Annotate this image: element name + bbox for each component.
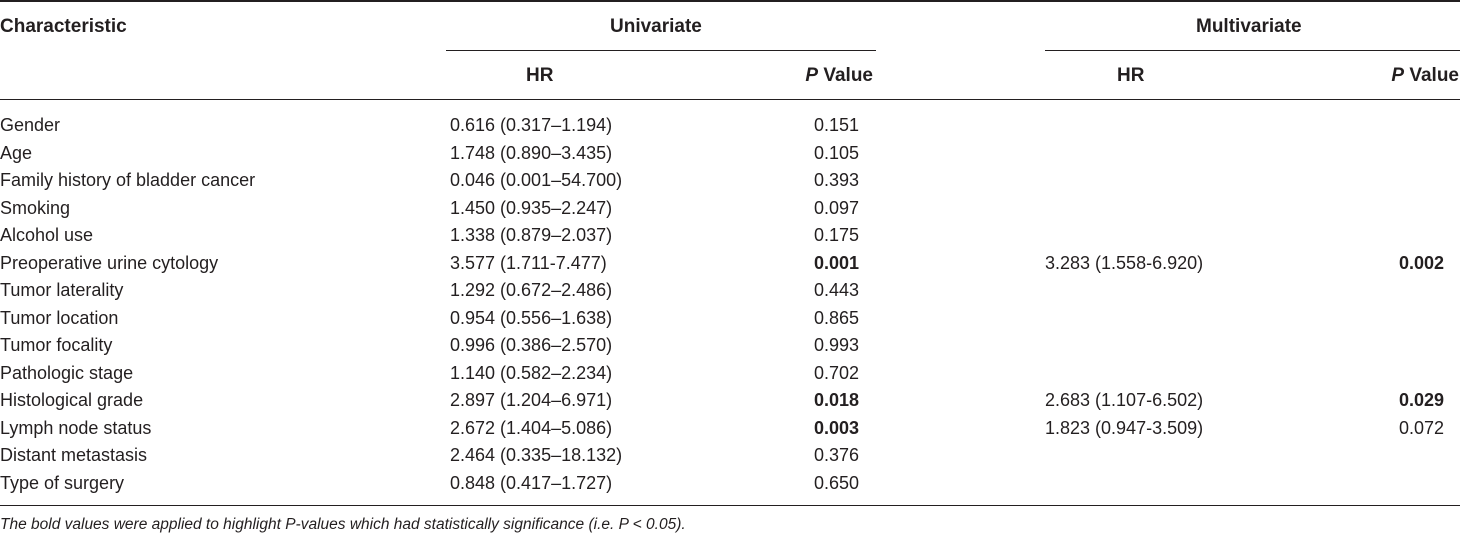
cell-characteristic: Age — [0, 142, 33, 163]
cell-characteristic: Histological grade — [0, 390, 144, 410]
table-row: Alcohol use 1.338 (0.879–2.037) 0.175 — [0, 224, 1460, 252]
cell-multivariate-p: 0.002 — [1399, 252, 1445, 273]
header-univariate: Univariate — [610, 16, 702, 37]
cell-univariate-p: 0.175 — [814, 225, 860, 245]
table-row: Pathologic stage 1.140 (0.582–2.234) 0.702 — [0, 362, 1460, 390]
header-mul-p-value: P Value — [1391, 65, 1459, 87]
table-row: Lymph node status 2.672 (1.404–5.086) 0.00… — [0, 417, 1460, 445]
table-row: Tumor location 0.954 (0.556–1.638) 0.865 — [0, 307, 1460, 335]
cell-univariate-p: 0.376 — [814, 445, 860, 465]
table-row: Distant metastasis 2.464 (0.335–18.132) 0.… — [0, 444, 1460, 472]
header-characteristic: Characteristic — [0, 16, 127, 37]
cell-univariate-p: 0.097 — [814, 197, 860, 218]
header-uni-p-italic: P — [805, 65, 819, 86]
cell-characteristic: Gender — [0, 115, 61, 135]
cell-univariate-hr: 0.954 (0.556–1.638) — [450, 307, 613, 328]
cell-univariate-hr: 0.848 (0.417–1.727) — [450, 472, 613, 493]
header-mul-hr: HR — [1117, 65, 1145, 86]
cell-univariate-p: 0.018 — [814, 390, 860, 410]
header-uni-p-value: P Value — [805, 65, 873, 87]
cell-univariate-hr: 1.338 (0.879–2.037) — [450, 225, 613, 245]
cell-univariate-hr: 0.046 (0.001–54.700) — [450, 170, 623, 190]
table-row: Preoperative urine cytology 3.577 (1.711-… — [0, 252, 1460, 280]
cell-univariate-p: 0.003 — [814, 417, 860, 438]
cell-univariate-hr: 3.577 (1.711-7.477) — [450, 252, 607, 273]
cell-characteristic: Family history of bladder cancer — [0, 170, 256, 190]
cell-characteristic: Smoking — [0, 197, 71, 218]
cell-univariate-hr: 1.292 (0.672–2.486) — [450, 280, 613, 300]
cell-univariate-p: 0.993 — [814, 335, 860, 355]
cell-univariate-p: 0.443 — [814, 280, 860, 300]
cell-characteristic: Preoperative urine cytology — [0, 252, 219, 273]
header-multivariate: Multivariate — [1196, 16, 1302, 37]
cell-univariate-hr: 0.996 (0.386–2.570) — [450, 335, 613, 355]
table-row: Tumor laterality 1.292 (0.672–2.486) 0.443 — [0, 279, 1460, 307]
cell-univariate-hr: 1.450 (0.935–2.247) — [450, 197, 613, 218]
cell-univariate-p: 0.393 — [814, 170, 860, 190]
cell-univariate-hr: 2.672 (1.404–5.086) — [450, 417, 613, 438]
header-uni-hr: HR — [526, 65, 554, 86]
multivariate-underline — [1045, 50, 1460, 51]
cell-univariate-hr: 0.616 (0.317–1.194) — [450, 115, 613, 135]
cell-multivariate-hr: 3.283 (1.558-6.920) — [1045, 252, 1204, 273]
cell-univariate-hr: 2.464 (0.335–18.132) — [450, 445, 623, 465]
table-row: Age 1.748 (0.890–3.435) 0.105 — [0, 142, 1460, 170]
table-row: Type of surgery 0.848 (0.417–1.727) 0.650 — [0, 472, 1460, 500]
header-mul-p-italic: P — [1391, 65, 1405, 86]
cell-multivariate-p: 0.029 — [1399, 390, 1445, 410]
cell-characteristic: Tumor laterality — [0, 280, 124, 300]
cell-multivariate-hr: 1.823 (0.947-3.509) — [1045, 417, 1204, 438]
cell-characteristic: Tumor focality — [0, 335, 113, 355]
table-footnote: The bold values were applied to highligh… — [0, 516, 686, 533]
cell-characteristic: Tumor location — [0, 307, 119, 328]
bottom-rule — [0, 505, 1460, 506]
cell-characteristic: Lymph node status — [0, 417, 152, 438]
cell-univariate-p: 0.001 — [814, 252, 860, 273]
cell-characteristic: Pathologic stage — [0, 362, 134, 383]
table-row: Histological grade 2.897 (1.204–6.971) 0.0… — [0, 389, 1460, 417]
cell-characteristic: Alcohol use — [0, 225, 94, 245]
header-mul-p-rest: Value — [1404, 65, 1459, 86]
table-row: Gender 0.616 (0.317–1.194) 0.151 — [0, 114, 1460, 142]
table-row: Family history of bladder cancer 0.046 (0… — [0, 169, 1460, 197]
cell-univariate-hr: 1.748 (0.890–3.435) — [450, 142, 613, 163]
top-rule — [0, 0, 1460, 2]
cell-multivariate-hr: 2.683 (1.107-6.502) — [1045, 390, 1204, 410]
cell-univariate-hr: 2.897 (1.204–6.971) — [450, 390, 613, 410]
header-uni-p-rest: Value — [818, 65, 873, 86]
cell-multivariate-p: 0.072 — [1399, 417, 1445, 438]
cell-univariate-p: 0.105 — [814, 142, 860, 163]
cell-univariate-hr: 1.140 (0.582–2.234) — [450, 362, 613, 383]
cell-univariate-p: 0.865 — [814, 307, 860, 328]
cell-univariate-p: 0.151 — [814, 115, 860, 135]
cell-univariate-p: 0.650 — [814, 472, 860, 493]
table-row: Smoking 1.450 (0.935–2.247) 0.097 — [0, 197, 1460, 225]
table-row: Tumor focality 0.996 (0.386–2.570) 0.993 — [0, 334, 1460, 362]
header-rule — [0, 99, 1460, 100]
cell-univariate-p: 0.702 — [814, 362, 860, 383]
cell-characteristic: Type of surgery — [0, 472, 125, 493]
cell-characteristic: Distant metastasis — [0, 445, 148, 465]
univariate-underline — [446, 50, 876, 51]
